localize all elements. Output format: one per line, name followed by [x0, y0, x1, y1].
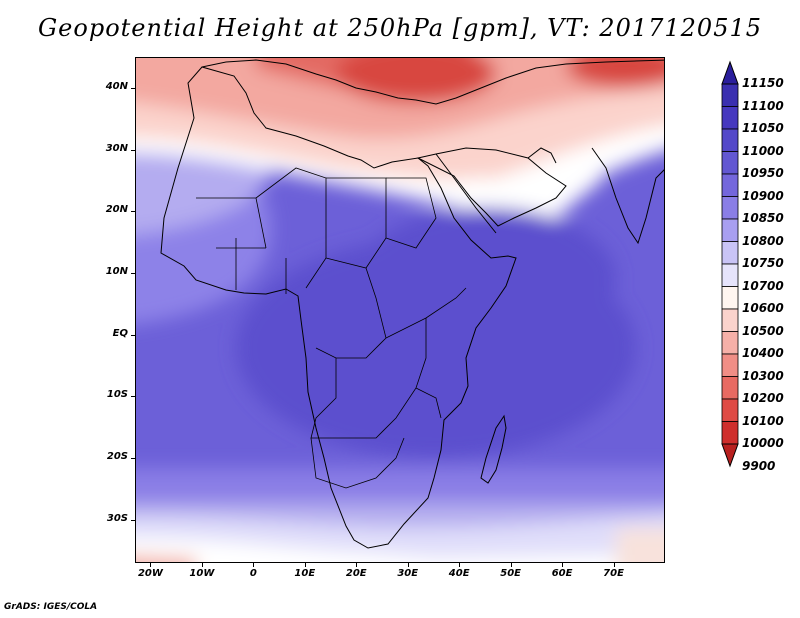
colorbar-swatch [721, 196, 739, 220]
lon-tick-mark [356, 563, 358, 567]
colorbar-label: 11100 [742, 98, 784, 113]
colorbar-label: 10950 [742, 166, 784, 180]
lon-tick-label: 70E [603, 568, 624, 579]
lon-tick-label: 40E [448, 568, 470, 579]
colorbar-swatch [721, 353, 739, 377]
lon-tick-mark [613, 563, 615, 567]
lon-tick-mark [459, 563, 461, 567]
lat-tick-mark [131, 519, 135, 521]
lon-tick-label: 60E [551, 568, 573, 579]
lat-tick-label: 20N [105, 204, 128, 216]
colorbar-label: 10400 [742, 346, 784, 360]
colorbar-label: 10300 [742, 368, 784, 383]
lat-tick-label: 30N [105, 142, 128, 154]
colorbar-swatch [721, 83, 739, 107]
colorbar-label: 9900 [742, 458, 776, 473]
lat-tick-label: 20S [106, 451, 128, 463]
colorbar-swatch [721, 106, 739, 130]
map-panel [135, 57, 665, 563]
geopotential-map [136, 58, 664, 562]
colorbar-swatch [721, 263, 739, 287]
lon-tick-mark [510, 563, 512, 567]
footer-credit: GrADS: IGES/COLA [4, 602, 98, 612]
colorbar-label: 10000 [742, 436, 784, 450]
colorbar-bottom-arrow [721, 443, 739, 468]
colorbar-swatch [721, 398, 739, 422]
colorbar-swatch [721, 308, 739, 332]
lat-tick-mark [131, 149, 135, 151]
colorbar-swatch [721, 128, 739, 152]
colorbar-label: 10500 [742, 323, 784, 338]
lat-tick-mark [131, 396, 135, 398]
lon-tick-label: 20E [345, 568, 367, 579]
lon-tick-label: 0 [249, 568, 257, 579]
colorbar-swatch [721, 151, 739, 175]
lon-tick-mark [304, 563, 306, 567]
colorbar-label: 11150 [742, 76, 784, 90]
colorbar-label: 10850 [742, 211, 784, 225]
country-borders [196, 167, 467, 489]
lat-tick-label: 30S [106, 512, 128, 524]
lat-tick-label: 10S [106, 389, 128, 401]
lon-tick-label: 20W [137, 568, 163, 579]
lon-tick-mark [150, 563, 152, 567]
lat-tick-label: 10N [105, 265, 128, 277]
lon-tick-mark [407, 563, 409, 567]
colorbar-label: 10800 [742, 233, 784, 248]
lon-tick-mark [562, 563, 564, 567]
lat-tick-label: EQ [112, 327, 128, 339]
lon-tick-mark [201, 563, 203, 567]
lon-tick-mark [253, 563, 255, 567]
coastlines [160, 59, 664, 549]
lon-tick-label: 10W [189, 568, 215, 579]
colorbar-swatch [721, 286, 739, 310]
colorbar-swatch [721, 218, 739, 242]
colorbar-top-arrow [721, 60, 739, 85]
colorbar-label: 10700 [742, 278, 784, 293]
colorbar-label: 10750 [742, 256, 784, 270]
colorbar-label: 10900 [742, 188, 784, 203]
plot-title: Geopotential Height at 250hPa [gpm], VT:… [38, 14, 762, 42]
colorbar-label: 10100 [742, 413, 784, 428]
colorbar-label: 10600 [742, 301, 784, 315]
lat-tick-label: 40N [105, 80, 128, 92]
colorbar-swatch [721, 241, 739, 265]
lat-tick-mark [131, 458, 135, 460]
lat-tick-mark [131, 272, 135, 274]
lon-tick-label: 10E [294, 568, 316, 579]
colorbar-swatch [721, 331, 739, 355]
colorbar-swatch [721, 376, 739, 400]
lon-tick-label: 50E [500, 568, 521, 579]
height-field [136, 58, 664, 562]
lat-tick-mark [131, 334, 135, 336]
lon-tick-label: 30E [397, 568, 419, 579]
colorbar-label: 11050 [742, 121, 784, 135]
colorbar-swatch [721, 173, 739, 197]
lat-tick-mark [131, 87, 135, 89]
colorbar-swatch [721, 421, 739, 445]
lat-tick-mark [131, 211, 135, 213]
colorbar-label: 10200 [742, 391, 784, 405]
colorbar-label: 11000 [742, 143, 784, 158]
